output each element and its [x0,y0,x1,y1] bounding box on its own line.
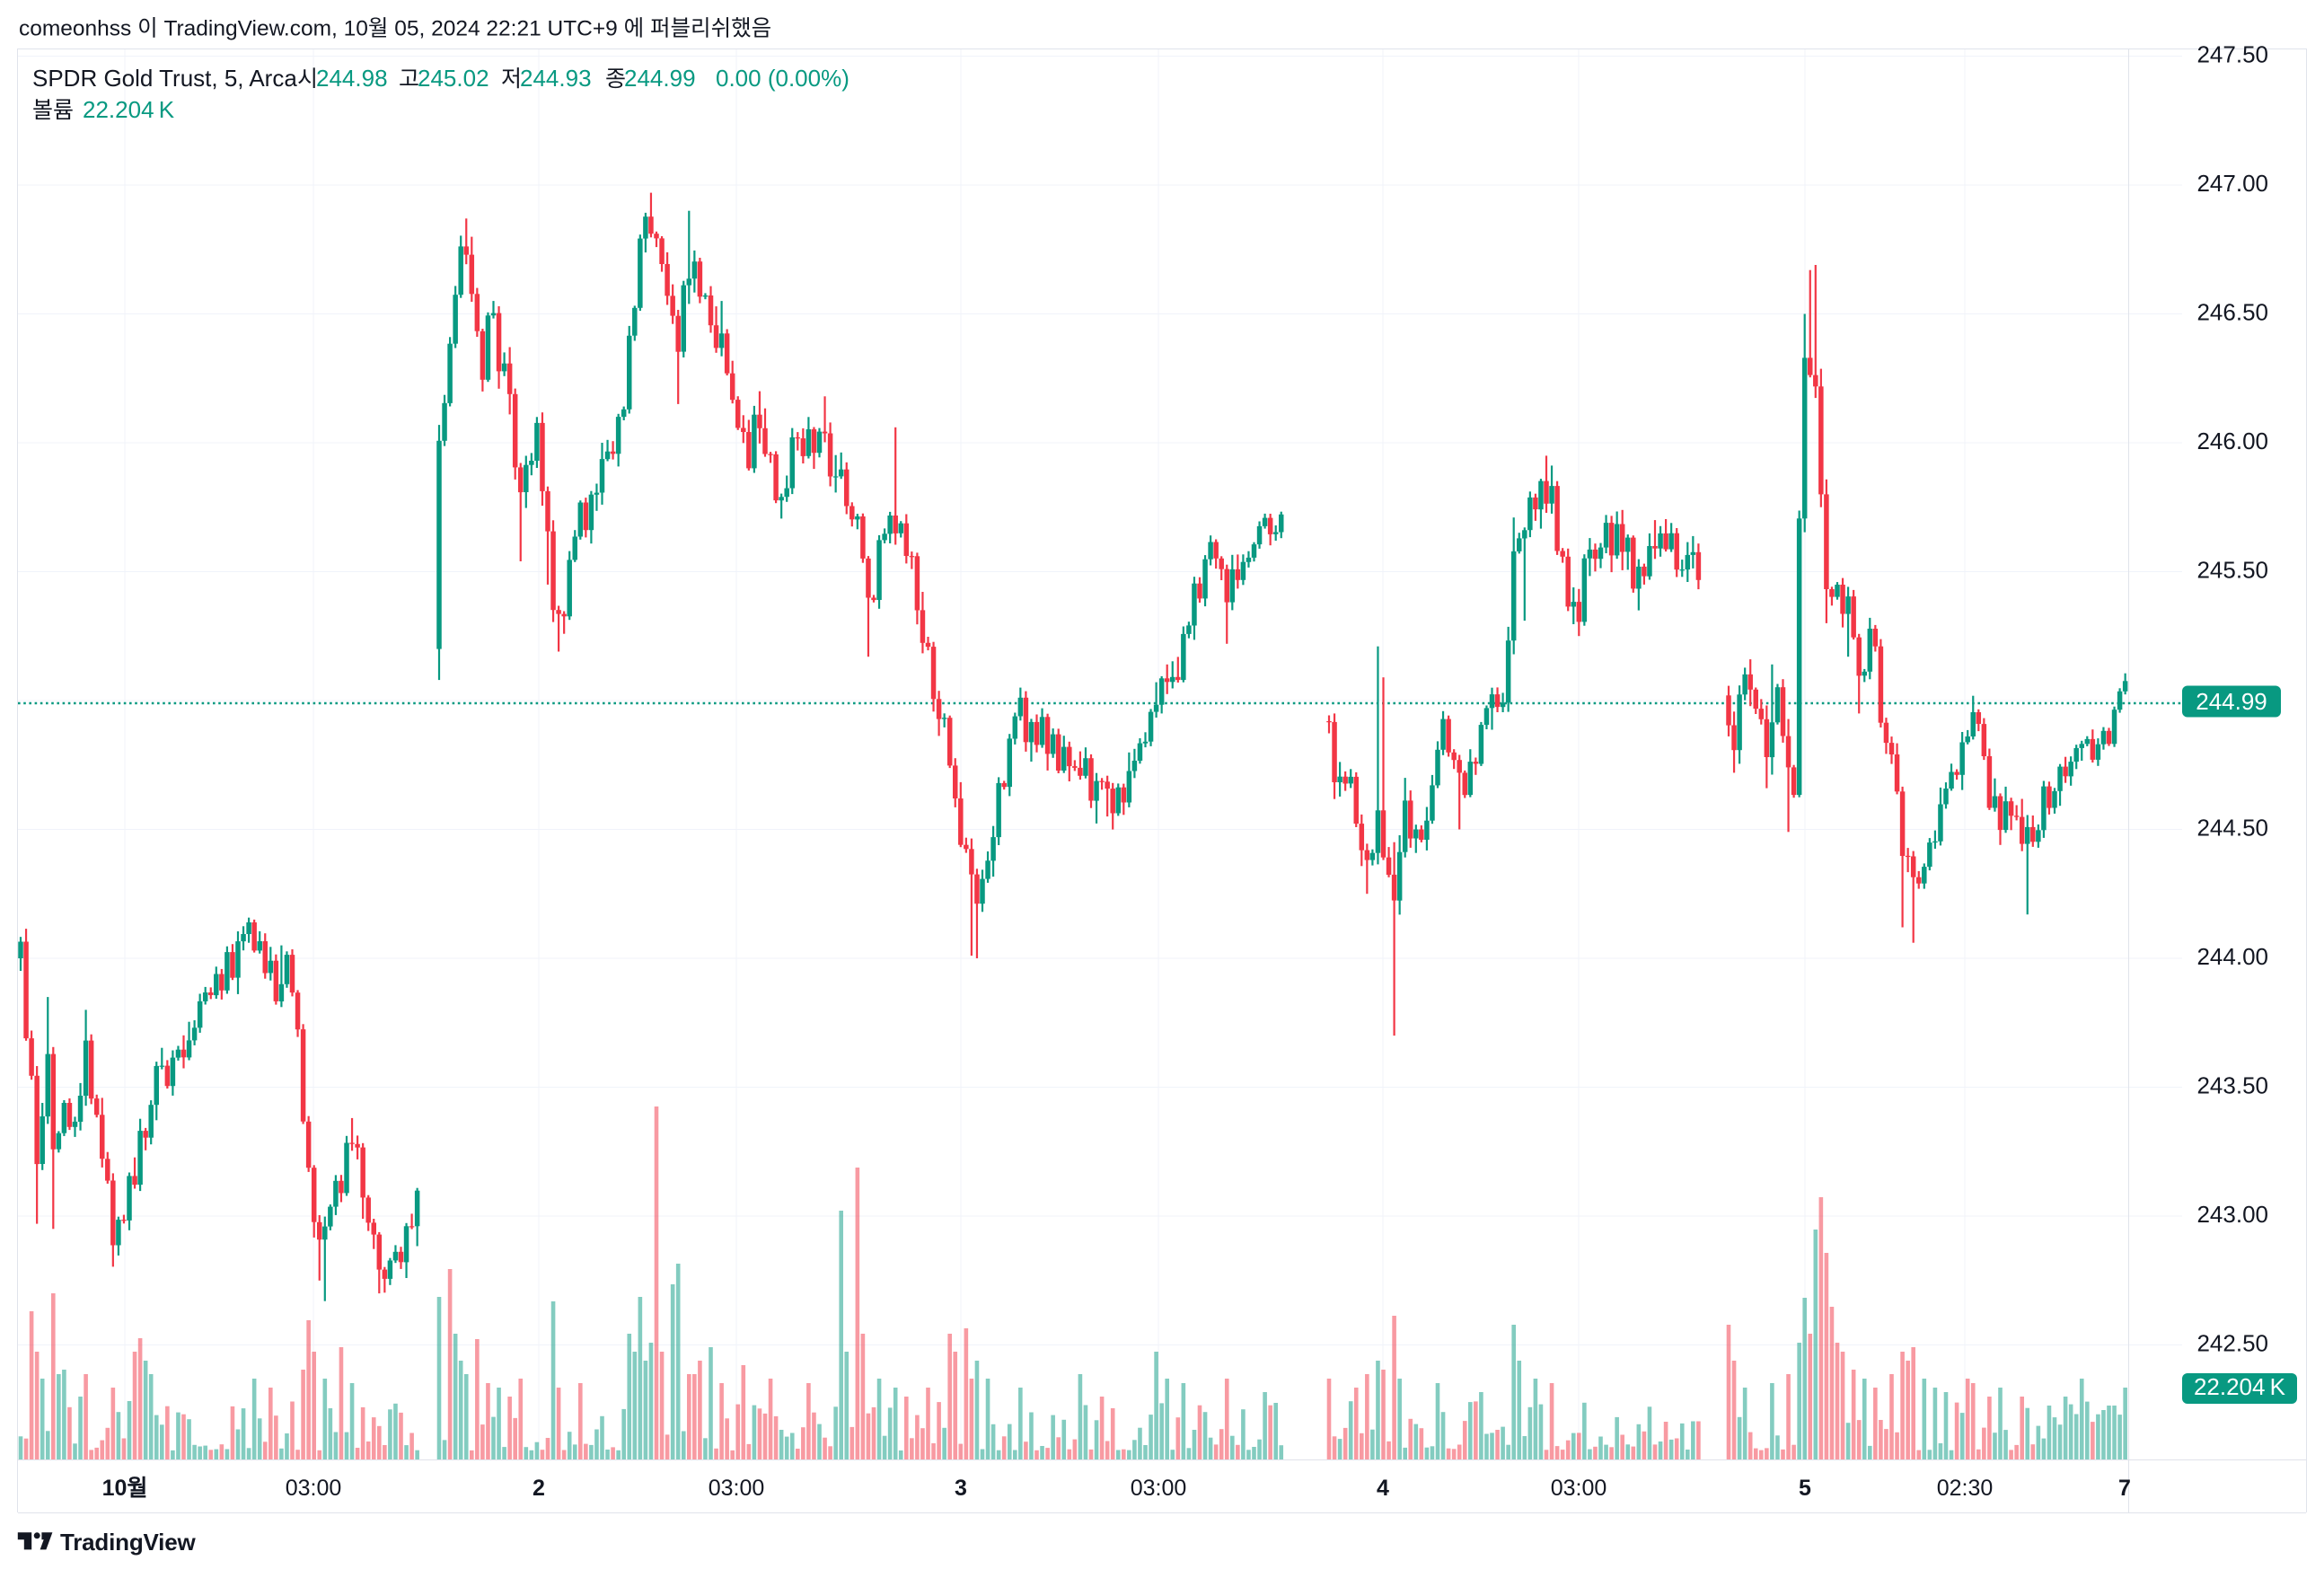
svg-text:TradingView: TradingView [60,1529,196,1556]
svg-text:245.50: 245.50 [2196,557,2268,584]
svg-text:247.00: 247.00 [2196,170,2268,197]
svg-text:03:00: 03:00 [1131,1476,1187,1501]
svg-text:244.00: 244.00 [2196,943,2268,970]
svg-text:SPDR Gold Trust, 5, Arca시244.9: SPDR Gold Trust, 5, Arca시244.98 고245.02 저2… [32,65,849,92]
svg-text:22.204 K: 22.204 K [2194,1373,2286,1400]
svg-text:5: 5 [1799,1476,1811,1501]
svg-text:244.50: 244.50 [2196,815,2268,842]
svg-text:03:00: 03:00 [286,1476,342,1501]
svg-text:243.00: 243.00 [2196,1201,2268,1228]
svg-text:244.99: 244.99 [2196,688,2267,715]
svg-text:02:30: 02:30 [1937,1476,1994,1501]
svg-text:4: 4 [1377,1476,1389,1501]
svg-text:10월: 10월 [102,1476,148,1501]
svg-text:03:00: 03:00 [1551,1476,1607,1501]
svg-text:3: 3 [955,1476,967,1501]
svg-text:2: 2 [533,1476,545,1501]
svg-text:03:00: 03:00 [709,1476,765,1501]
svg-text:7: 7 [2118,1476,2131,1501]
svg-text:246.00: 246.00 [2196,428,2268,454]
svg-text:242.50: 242.50 [2196,1330,2268,1357]
svg-text:246.50: 246.50 [2196,299,2268,326]
svg-text:243.50: 243.50 [2196,1072,2268,1099]
svg-text:247.50: 247.50 [2196,41,2268,68]
svg-text:comeonhss 이 TradingView.com, 1: comeonhss 이 TradingView.com, 10월 05, 202… [19,15,771,40]
